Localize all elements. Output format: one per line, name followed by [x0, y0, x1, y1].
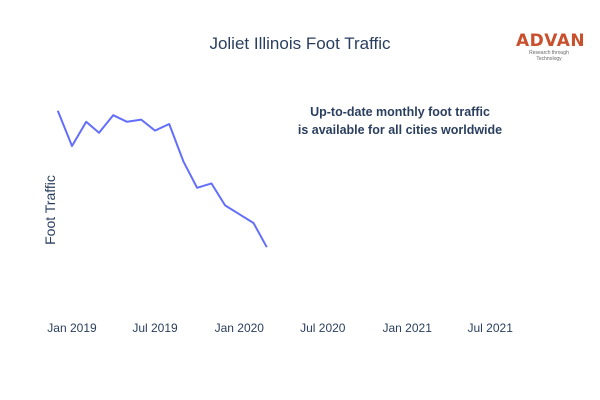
annotation-line-1: Up-to-date monthly foot traffic: [310, 105, 490, 119]
x-tick-label: Jul 2020: [300, 321, 346, 335]
chart-annotation: Up-to-date monthly foot traffic is avail…: [240, 103, 560, 139]
logo-wordmark: ADVAN: [516, 31, 586, 51]
x-tick-label: Jan 2019: [47, 321, 97, 335]
chart-title: Joliet Illinois Foot Traffic: [209, 34, 391, 53]
series-layer: [56, 110, 268, 248]
logo-tagline: Research through Technology: [529, 50, 569, 62]
x-tick-label: Jul 2019: [132, 321, 178, 335]
x-tick-label: Jan 2020: [215, 321, 265, 335]
series-line: [56, 110, 268, 248]
x-tick-label: Jan 2021: [383, 321, 433, 335]
x-axis-ticks: Jan 2019 Jul 2019 Jan 2020 Jul 2020 Jan 2021…: [47, 321, 513, 335]
annotation-line-2: is available for all cities worldwide: [297, 123, 503, 137]
advan-logo: ADVAN Research through Technology: [516, 31, 586, 62]
x-tick-label: Jul 2021: [468, 321, 514, 335]
